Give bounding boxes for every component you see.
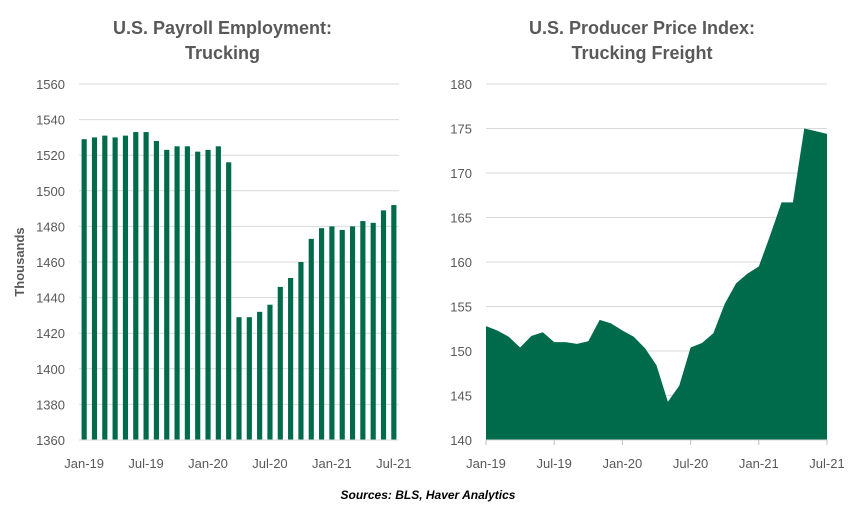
bar (102, 135, 108, 440)
bar (215, 146, 221, 441)
y-axis-label: Thousands (12, 227, 27, 296)
bar (380, 210, 387, 440)
bar (205, 149, 211, 441)
y-tick-label: 145 (450, 389, 472, 404)
bar (226, 162, 232, 440)
producer-price-index-plot: 140 145 150 155 160 165 170 175 180 Jan-19 Jul-19 J… (450, 77, 844, 471)
bar (370, 222, 376, 440)
chart-title-line1: U.S. Producer Price Index: (528, 18, 756, 38)
payroll-employment-plot: 1360 1380 1400 1420 1440 1460 1480 1500 1520 1540… (12, 77, 412, 471)
payroll-employment-chart: U.S. Payroll Employment: Trucking 1360 13… (0, 0, 425, 480)
bar (174, 146, 180, 441)
bar (277, 286, 283, 440)
y-tick-label: 175 (450, 122, 472, 137)
bar (329, 226, 335, 440)
area-series (486, 128, 827, 440)
bar (267, 304, 273, 440)
x-tick-label: Jan-20 (603, 456, 643, 471)
bar (257, 311, 263, 440)
chart-title: U.S. Producer Price Index: Trucking Frei… (428, 16, 856, 66)
bar (246, 317, 252, 440)
bar (360, 221, 366, 440)
x-tick-label: Jul-19 (128, 456, 163, 471)
bar (391, 205, 397, 440)
y-tick-label: 1480 (36, 219, 65, 234)
bar (236, 317, 242, 440)
y-tick-label: 1460 (36, 255, 65, 270)
bar (308, 238, 314, 440)
y-tick-label: 160 (450, 255, 472, 270)
y-tick-label: 180 (450, 77, 472, 92)
y-tick-label: 155 (450, 300, 472, 315)
bar (133, 132, 139, 440)
x-tick-label: Jul-20 (252, 456, 287, 471)
y-tick-label: 1380 (36, 397, 65, 412)
y-tick-label: 1360 (36, 433, 65, 448)
chart-title-line2: Trucking (184, 43, 260, 63)
x-tick-label: Jul-21 (809, 456, 844, 471)
x-tick-label: Jan-21 (312, 456, 352, 471)
bar (122, 135, 129, 440)
x-tick-label: Jul-19 (536, 456, 571, 471)
bar (339, 229, 345, 440)
x-tick-label: Jul-21 (376, 456, 411, 471)
bar (81, 139, 87, 440)
source-note: Sources: BLS, Haver Analytics (340, 488, 516, 502)
y-tick-label: 1500 (36, 184, 65, 199)
x-tick-label: Jan-19 (466, 456, 506, 471)
producer-price-index-chart: U.S. Producer Price Index: Trucking Frei… (428, 0, 856, 480)
y-tick-label: 1440 (36, 291, 65, 306)
bar (195, 151, 201, 440)
bar (288, 278, 294, 440)
bar (91, 137, 98, 440)
bar (298, 262, 304, 440)
y-tick-label: 140 (450, 433, 472, 448)
x-tick-label: Jan-21 (739, 456, 779, 471)
y-tick-label: 165 (450, 211, 472, 226)
y-tick-label: 1560 (36, 77, 65, 92)
bar (143, 132, 149, 440)
chart-title-line2: Trucking Freight (571, 43, 713, 63)
chart-title: U.S. Payroll Employment: Trucking (20, 16, 425, 66)
bar (112, 137, 118, 440)
y-tick-label: 150 (450, 344, 472, 359)
y-tick-label: 170 (450, 166, 472, 181)
y-tick-label: 1420 (36, 326, 65, 341)
y-tick-label: 1520 (36, 148, 65, 163)
bar (164, 149, 170, 441)
chart-title-line1: U.S. Payroll Employment: (112, 18, 333, 38)
y-tick-label: 1540 (36, 113, 65, 128)
x-tick-label: Jan-19 (64, 456, 104, 471)
x-tick-label: Jan-20 (188, 456, 228, 471)
bar (349, 226, 356, 440)
bar (153, 140, 159, 440)
y-tick-label: 1400 (36, 362, 65, 377)
x-tick-label: Jul-20 (673, 456, 708, 471)
bar (184, 146, 190, 441)
bar (319, 228, 325, 440)
